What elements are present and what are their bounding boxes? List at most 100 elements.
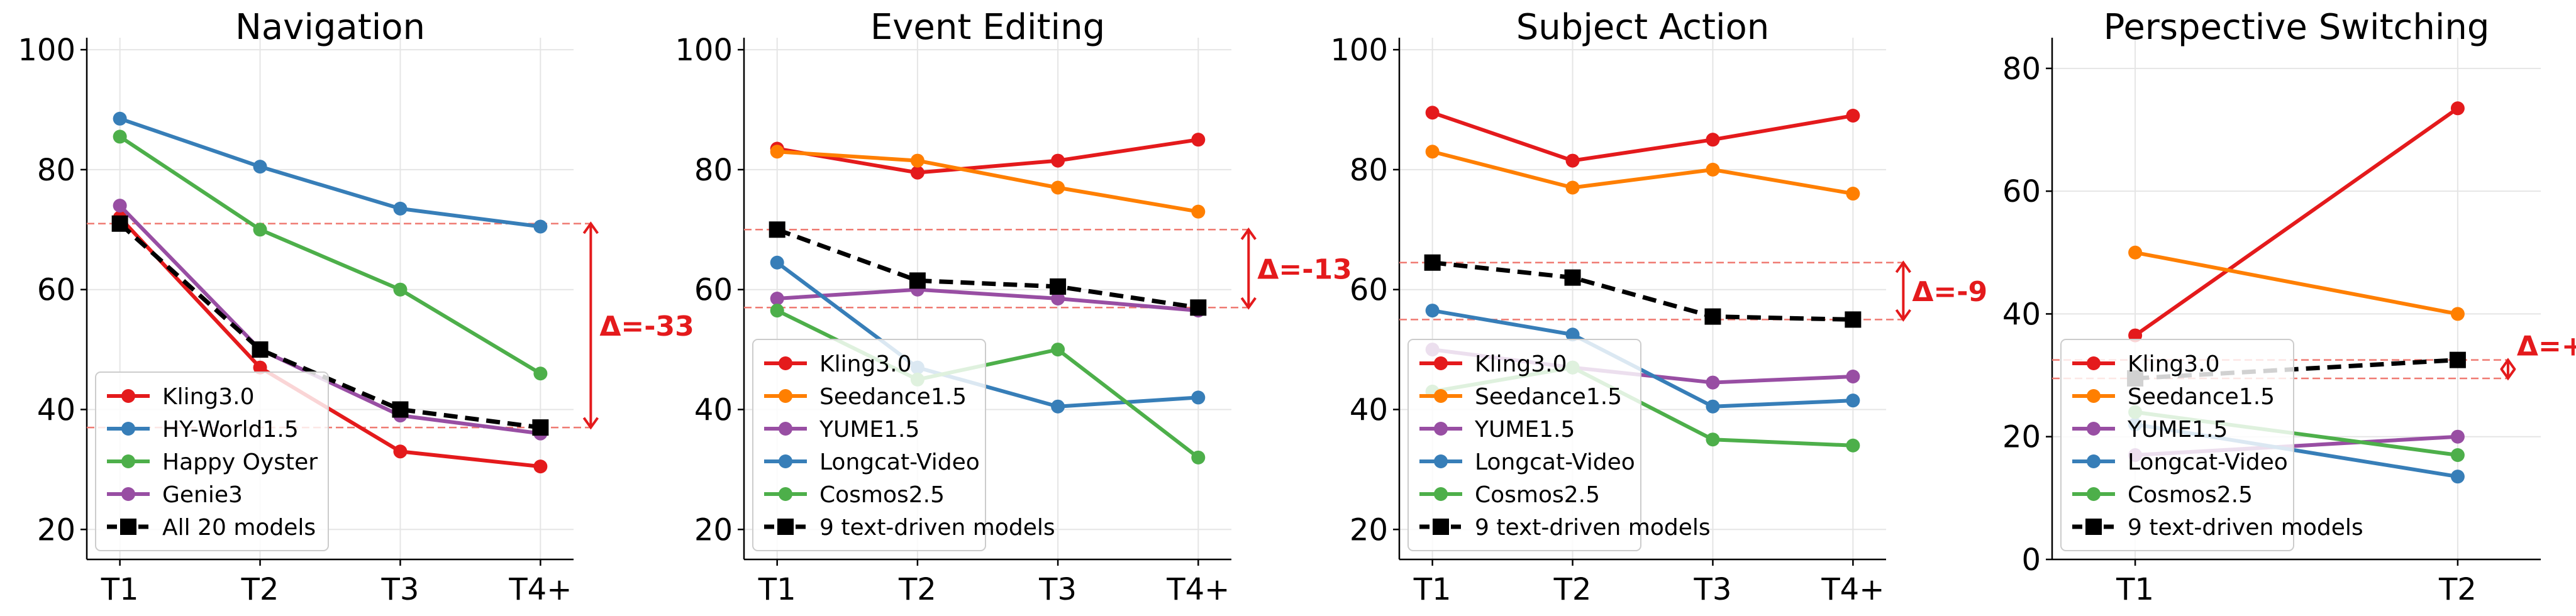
data-point: [1191, 390, 1206, 405]
delta-label: Δ=-13: [1257, 253, 1352, 285]
data-point: [393, 201, 408, 216]
series-kling3-0: [1425, 106, 1860, 168]
y-tick-label: 20: [694, 512, 733, 547]
legend-label: YUME1.5: [819, 417, 919, 443]
delta-arrowhead-bottom: [582, 417, 599, 430]
data-point: [1846, 438, 1860, 453]
series-line: [118, 204, 541, 436]
legend-box: [1407, 339, 1641, 551]
chart-panel-event-editing: 20 40 60 80 100 T1 T2 T3 T4+ Event Editing Δ=-13 Kl…: [675, 7, 1352, 607]
legend-label: Kling3.0: [1475, 351, 1567, 377]
y-tick-label: 100: [675, 33, 733, 68]
x-tick-label: T1: [101, 572, 139, 607]
data-point: [770, 292, 784, 305]
data-point: [2450, 429, 2465, 444]
data-point: [770, 304, 784, 318]
legend-item: Longcat-Video: [764, 449, 980, 475]
series-line: [2134, 106, 2459, 338]
data-point: [532, 419, 549, 436]
chart-panel-subject-action: 20 40 60 80 100 T1 T2 T3 T4+ Subject Action Δ=-9 Kl…: [1330, 7, 1987, 607]
data-point: [533, 219, 548, 234]
legend-item: Cosmos2.5: [764, 482, 945, 508]
legend-marker: [2085, 519, 2102, 535]
legend-marker: [121, 454, 135, 468]
data-point: [533, 459, 548, 474]
legend-marker: [2087, 356, 2101, 370]
data-point: [1051, 343, 1065, 357]
data-point: [1846, 109, 1860, 123]
legend-box: [752, 339, 986, 551]
data-point: [113, 129, 127, 144]
data-point: [113, 199, 127, 213]
data-point: [1706, 133, 1720, 147]
x-tick-label: T1: [2116, 572, 2154, 607]
series-happy-oyster: [113, 129, 548, 381]
legend-marker: [1433, 519, 1449, 535]
data-point: [1846, 187, 1860, 201]
data-point: [253, 223, 267, 237]
data-point: [1424, 254, 1441, 271]
delta-label: Δ=-9: [1912, 276, 1987, 308]
x-tick-label: T2: [241, 572, 279, 607]
y-tick-label: 60: [2002, 174, 2041, 209]
chart-title: Event Editing: [870, 7, 1105, 48]
series-line: [118, 216, 541, 469]
data-point: [252, 341, 269, 358]
legend-item: YUME1.5: [1419, 417, 1575, 443]
legend: Kling3.0 Seedance1.5 YUME1.5 Longcat-Video C…: [752, 339, 1055, 551]
legend-item: Kling3.0: [1419, 351, 1567, 377]
legend-label: Kling3.0: [819, 351, 912, 377]
data-point: [2128, 245, 2143, 260]
legend-label: Seedance1.5: [2128, 384, 2275, 410]
legend-marker: [2087, 422, 2101, 436]
series-hy-world1-5: [113, 111, 548, 234]
series-line: [2135, 250, 2458, 316]
data-point: [2450, 470, 2465, 484]
legend-label: 9 text-driven models: [1475, 515, 1711, 541]
data-point: [1425, 145, 1440, 159]
legend-marker: [121, 487, 135, 501]
y-tick-label: 20: [37, 512, 75, 547]
data-point: [392, 401, 409, 418]
delta-arrowhead-bottom: [1240, 297, 1257, 310]
series-line: [118, 222, 541, 430]
data-point: [2450, 307, 2465, 321]
legend-item: HY-World1.5: [107, 417, 299, 443]
legend-marker: [779, 389, 792, 403]
series-line: [1432, 309, 1853, 409]
legend-marker: [777, 519, 794, 535]
legend-marker: [1434, 356, 1448, 370]
y-tick-label: 40: [694, 392, 733, 427]
data-point: [393, 444, 408, 459]
delta-arrowhead-top: [2500, 358, 2516, 371]
legend-label: Genie3: [162, 482, 243, 508]
y-tick-label: 80: [2002, 52, 2041, 87]
legend-label: Kling3.0: [2128, 351, 2220, 377]
legend-item: Genie3: [107, 482, 243, 508]
x-tick-label: T3: [1038, 572, 1077, 607]
legend-label: Longcat-Video: [1475, 449, 1635, 475]
series-9-text-driven-models: [769, 221, 1207, 316]
series-line: [777, 138, 1199, 175]
series-all-20-models: [111, 215, 549, 436]
legend-label: YUME1.5: [1474, 417, 1575, 443]
data-point: [1051, 153, 1065, 168]
legend: Kling3.0 Seedance1.5 YUME1.5 Longcat-Video C…: [1407, 339, 1711, 551]
delta-arrowhead-top: [1895, 260, 1911, 273]
y-tick-label: 100: [1330, 33, 1388, 68]
data-point: [113, 111, 127, 126]
legend-item: Seedance1.5: [1419, 384, 1622, 410]
legend-marker: [120, 519, 136, 535]
series-line: [777, 150, 1199, 214]
data-point: [1704, 308, 1721, 325]
data-point: [1191, 133, 1206, 147]
legend-item: Longcat-Video: [2072, 449, 2288, 475]
x-tick-label: T4+: [1166, 572, 1230, 607]
delta-arrowhead-top: [1240, 227, 1257, 240]
data-point: [1564, 269, 1581, 286]
delta-label: Δ=-33: [599, 311, 694, 343]
legend-marker: [1434, 454, 1448, 468]
series-line: [1431, 111, 1853, 163]
series-line: [118, 135, 541, 375]
legend-marker: [2087, 487, 2101, 501]
